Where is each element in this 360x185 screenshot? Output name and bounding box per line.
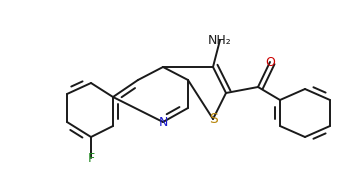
Text: S: S: [209, 112, 217, 126]
Text: NH₂: NH₂: [208, 33, 232, 46]
Text: N: N: [158, 115, 168, 129]
Text: F: F: [87, 152, 95, 164]
Text: O: O: [265, 56, 275, 68]
